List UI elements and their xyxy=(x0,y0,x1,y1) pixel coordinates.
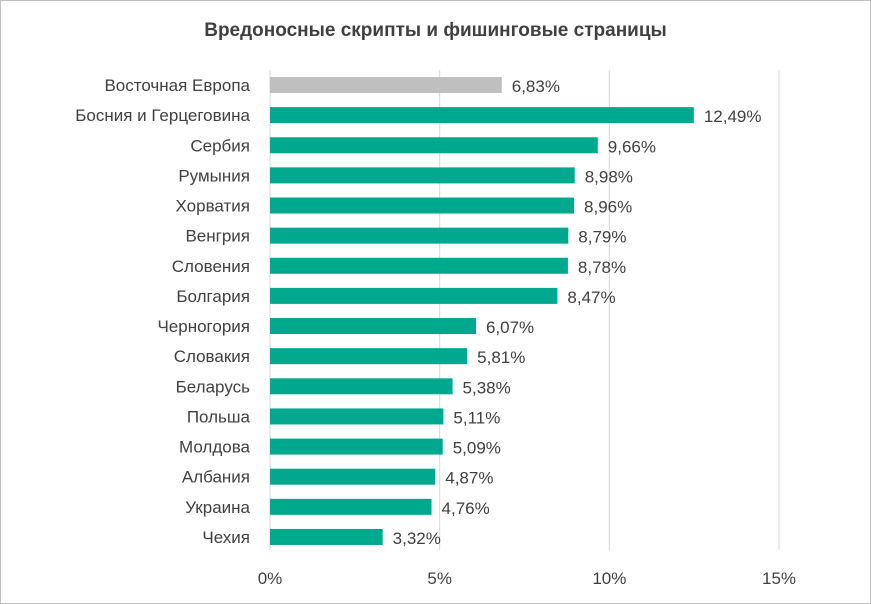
x-tick-label: 15% xyxy=(762,569,796,588)
bar xyxy=(270,438,443,455)
category-label: Черногория xyxy=(157,317,250,336)
bar xyxy=(270,107,694,124)
category-label: Словакия xyxy=(174,347,250,366)
bar xyxy=(270,167,575,184)
data-label: 5,09% xyxy=(453,439,501,458)
bar xyxy=(270,137,598,154)
data-label: 5,38% xyxy=(463,378,511,397)
category-label: Сербия xyxy=(190,136,250,155)
data-label: 8,96% xyxy=(584,198,632,217)
bar xyxy=(270,528,383,545)
category-label: Болгария xyxy=(176,287,250,306)
category-label: Хорватия xyxy=(176,197,250,216)
data-label: 9,66% xyxy=(608,137,656,156)
category-label: Венгрия xyxy=(185,227,250,246)
x-tick-label: 10% xyxy=(592,569,626,588)
data-label: 8,47% xyxy=(567,288,615,307)
category-label: Босния и Герцеговина xyxy=(75,106,250,125)
bar xyxy=(270,378,453,395)
bar xyxy=(270,318,476,335)
data-label: 12,49% xyxy=(704,107,762,126)
bar xyxy=(270,408,444,425)
bar xyxy=(270,257,568,274)
category-label: Польша xyxy=(187,407,251,426)
category-label: Украина xyxy=(185,498,250,517)
bar xyxy=(270,287,558,304)
data-label: 4,76% xyxy=(442,499,490,518)
data-label: 8,79% xyxy=(578,228,626,247)
x-tick-label: 5% xyxy=(427,569,452,588)
data-label: 3,32% xyxy=(393,529,441,548)
data-label: 4,87% xyxy=(445,469,493,488)
bar xyxy=(270,348,468,365)
category-label: Молдова xyxy=(179,438,251,457)
data-label: 8,78% xyxy=(578,258,626,277)
category-label: Албания xyxy=(182,468,250,487)
category-label: Беларусь xyxy=(176,377,250,396)
bar xyxy=(270,77,502,93)
data-label: 5,11% xyxy=(453,408,500,427)
category-label: Восточная Европа xyxy=(104,76,250,95)
data-label: 8,98% xyxy=(585,167,633,186)
bar xyxy=(270,498,432,515)
chart-title: Вредоносные скрипты и фишинговые страниц… xyxy=(204,20,667,41)
data-label: 6,83% xyxy=(512,77,560,96)
data-label: 6,07% xyxy=(486,318,534,337)
category-label: Словения xyxy=(172,257,250,276)
category-label: Румыния xyxy=(178,166,250,185)
data-label: 5,81% xyxy=(477,348,525,367)
x-tick-label: 0% xyxy=(258,569,283,588)
bar xyxy=(270,227,569,244)
category-label: Чехия xyxy=(202,528,250,547)
bar xyxy=(270,197,575,214)
bar xyxy=(270,468,436,485)
